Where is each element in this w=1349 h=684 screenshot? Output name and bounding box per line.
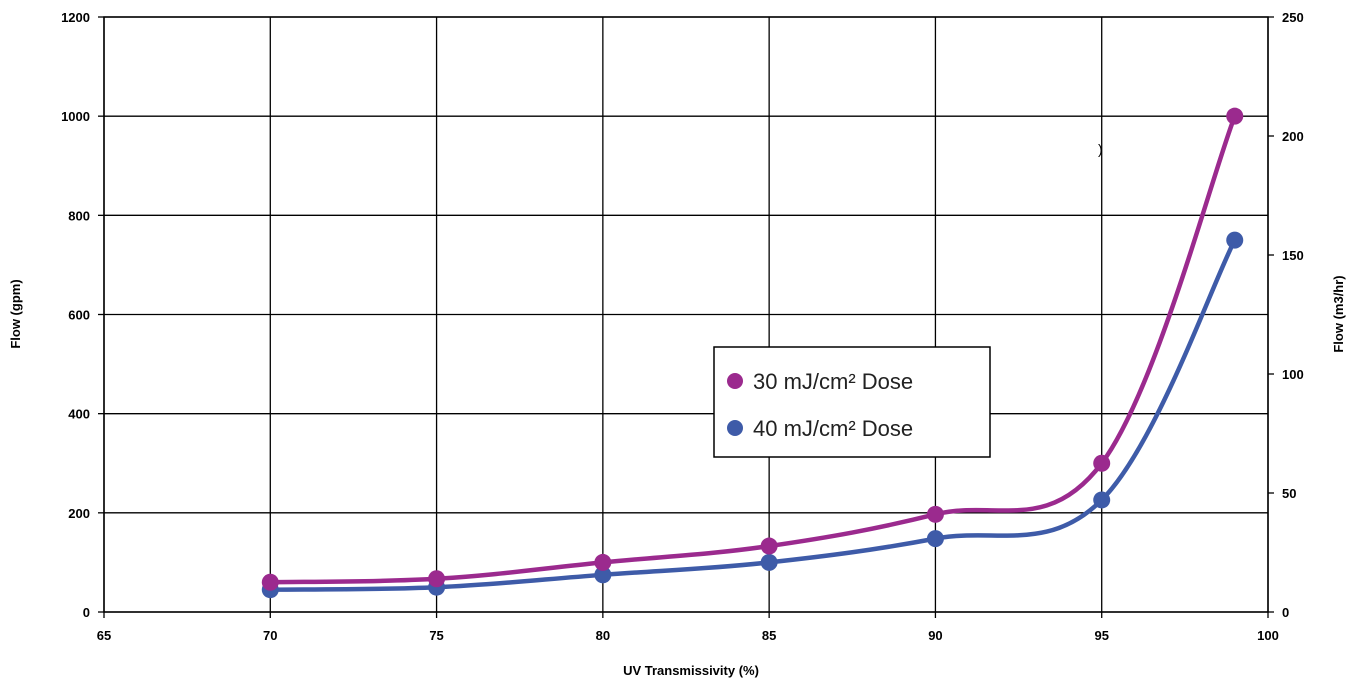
series-2-point-95 <box>1093 491 1111 509</box>
legend-label-1: 30 mJ/cm² Dose <box>753 369 913 394</box>
x-tick-label-100: 100 <box>1257 628 1279 643</box>
y2-tick-label-150: 150 <box>1282 248 1304 263</box>
legend-box <box>713 346 991 458</box>
series-1-point-85 <box>760 537 778 555</box>
y-tick-label-1200: 1200 <box>61 10 90 25</box>
x-tick-label-70: 70 <box>263 628 277 643</box>
series-1-point-95 <box>1093 454 1111 472</box>
grid-lines <box>103 16 1269 613</box>
series-1 <box>261 107 1244 591</box>
y-tick-label-600: 600 <box>68 308 90 323</box>
series-1-point-80 <box>594 553 612 571</box>
y2-tick-label-50: 50 <box>1282 486 1296 501</box>
y-tick-label-800: 800 <box>68 208 90 223</box>
series-1-point-70 <box>261 573 279 591</box>
legend-marker-2 <box>727 420 743 436</box>
series-2-point-85 <box>760 553 778 571</box>
y-tick-label-1000: 1000 <box>61 109 90 124</box>
x-tick-label-90: 90 <box>928 628 942 643</box>
y2-tick-label-250: 250 <box>1282 10 1304 25</box>
y-axis-ticks: 0 200 400 600 800 1000 1200 <box>61 10 104 620</box>
stray-mark: ) <box>1098 141 1103 157</box>
y2-tick-label-200: 200 <box>1282 129 1304 144</box>
y-tick-label-400: 400 <box>68 407 90 422</box>
legend: 30 mJ/cm² Dose 40 mJ/cm² Dose <box>713 346 991 458</box>
series-1-point-90 <box>926 505 944 523</box>
series-2-point-99 <box>1226 231 1244 249</box>
series-2-point-80 <box>594 566 612 584</box>
y-tick-label-200: 200 <box>68 506 90 521</box>
y2-axis-ticks: 0 50 100 150 200 250 <box>1268 10 1304 620</box>
x-tick-label-65: 65 <box>97 628 111 643</box>
y2-axis-title: Flow (m3/hr) <box>1331 275 1346 352</box>
y-tick-label-0: 0 <box>83 605 90 620</box>
x-tick-label-85: 85 <box>762 628 776 643</box>
y2-tick-label-100: 100 <box>1282 367 1304 382</box>
series-1-line <box>268 113 1237 585</box>
x-axis-ticks: 65 70 75 80 85 90 95 100 <box>97 612 1279 643</box>
legend-marker-1 <box>727 373 743 389</box>
series-1-point-75 <box>428 570 446 588</box>
series-2-point-90 <box>926 530 944 548</box>
y-axis-title: Flow (gpm) <box>8 279 23 348</box>
x-tick-label-75: 75 <box>429 628 443 643</box>
x-axis-title: UV Transmissivity (%) <box>623 663 759 678</box>
legend-label-2: 40 mJ/cm² Dose <box>753 416 913 441</box>
x-tick-label-95: 95 <box>1094 628 1108 643</box>
y2-tick-label-0: 0 <box>1282 605 1289 620</box>
series-1-point-99 <box>1226 107 1244 125</box>
series-layer <box>261 107 1244 599</box>
x-tick-label-80: 80 <box>596 628 610 643</box>
